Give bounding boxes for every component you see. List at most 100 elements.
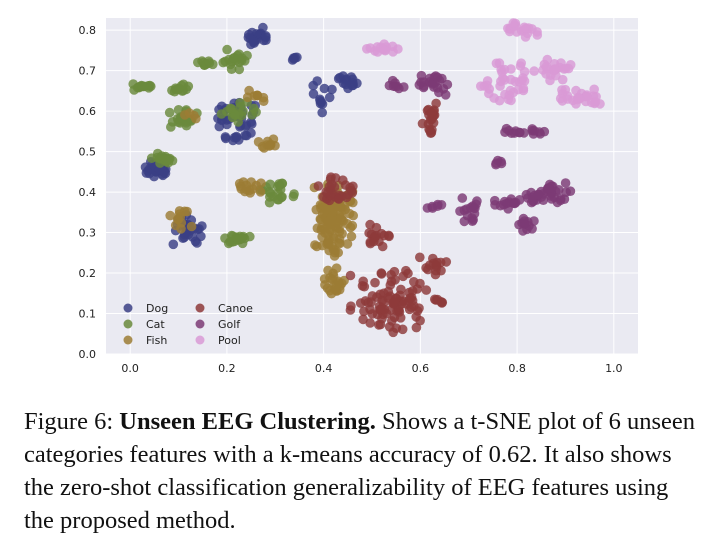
data-point xyxy=(149,171,159,182)
legend-label: Pool xyxy=(218,334,241,347)
data-point xyxy=(268,134,279,144)
legend-label: Fish xyxy=(146,334,167,347)
data-point xyxy=(370,277,380,288)
figure-caption: Figure 6: Unseen EEG Clustering. Shows a… xyxy=(24,405,704,537)
data-point xyxy=(261,31,271,41)
data-point xyxy=(545,179,555,190)
data-point xyxy=(187,232,198,242)
data-point xyxy=(355,298,366,308)
data-point xyxy=(275,184,286,195)
data-point xyxy=(560,178,571,188)
data-point xyxy=(549,59,560,69)
y-tick-label: 0.4 xyxy=(79,186,97,199)
data-point xyxy=(330,173,341,183)
data-point xyxy=(482,76,493,86)
tick-labels: 0.0 0.2 0.4 0.6 0.8 1.0 0.0 0.1 0.2 0.3 0.4 0.5 0.6 0… xyxy=(79,24,623,375)
data-point xyxy=(508,18,519,28)
data-point xyxy=(313,181,324,191)
data-point xyxy=(234,64,245,75)
data-point xyxy=(173,214,183,224)
data-point xyxy=(551,186,561,197)
data-point xyxy=(193,57,203,68)
y-tick-label: 0.8 xyxy=(79,24,97,37)
data-point xyxy=(184,108,195,118)
data-point xyxy=(342,219,353,229)
y-tick-label: 0.3 xyxy=(79,227,97,240)
x-tick-label: 0.2 xyxy=(218,362,236,375)
data-point xyxy=(328,271,339,282)
data-point xyxy=(245,231,255,242)
data-point xyxy=(322,283,333,293)
data-point xyxy=(510,197,521,208)
legend-marker xyxy=(195,303,205,313)
data-point xyxy=(220,132,231,142)
data-point xyxy=(364,228,374,238)
data-point xyxy=(414,303,424,314)
data-point xyxy=(431,265,441,276)
data-point xyxy=(216,109,227,119)
data-point xyxy=(330,284,340,295)
data-point xyxy=(541,61,552,72)
data-point xyxy=(506,64,516,74)
x-tick-label: 0.8 xyxy=(508,362,526,375)
data-point xyxy=(324,92,335,103)
data-point xyxy=(405,293,415,303)
data-point xyxy=(527,124,537,134)
data-point xyxy=(491,58,502,69)
data-point xyxy=(476,81,486,91)
data-point xyxy=(441,257,452,267)
data-point xyxy=(182,206,192,217)
data-point xyxy=(345,270,356,281)
data-point xyxy=(395,313,406,323)
legend-marker xyxy=(123,319,133,329)
data-point xyxy=(222,44,232,55)
data-point xyxy=(549,65,560,76)
legend-marker xyxy=(195,319,205,329)
data-point xyxy=(157,151,167,161)
caption-title: Unseen EEG Clustering. xyxy=(119,408,376,435)
series-golf xyxy=(384,70,576,236)
data-point xyxy=(367,309,378,319)
data-point xyxy=(437,298,447,308)
data-point xyxy=(518,213,529,224)
data-point xyxy=(386,276,397,287)
data-point xyxy=(229,53,240,63)
data-point xyxy=(568,95,578,106)
data-point xyxy=(327,84,337,95)
data-point xyxy=(379,304,390,315)
data-point xyxy=(393,305,404,316)
data-point xyxy=(415,252,425,263)
data-point xyxy=(324,235,334,245)
data-point xyxy=(369,236,379,247)
data-point xyxy=(342,239,353,249)
data-point xyxy=(496,76,506,87)
data-point xyxy=(515,127,525,138)
data-point xyxy=(321,204,331,215)
data-point xyxy=(416,70,427,81)
data-point xyxy=(246,177,256,187)
data-point xyxy=(287,55,298,65)
data-point xyxy=(249,37,259,47)
data-point xyxy=(390,297,400,307)
data-point xyxy=(462,210,473,221)
data-point xyxy=(244,29,254,40)
data-point xyxy=(371,222,382,233)
data-point xyxy=(379,288,389,299)
data-point xyxy=(589,84,599,95)
data-point xyxy=(417,118,428,129)
data-point xyxy=(242,50,252,61)
data-point xyxy=(257,141,268,152)
data-point xyxy=(316,97,327,107)
data-point xyxy=(240,186,250,197)
data-point xyxy=(412,284,423,294)
data-point xyxy=(519,76,530,86)
data-point xyxy=(419,81,429,91)
data-point xyxy=(139,81,149,92)
legend-marker xyxy=(123,303,133,313)
legend-label: Canoe xyxy=(218,302,253,315)
data-point xyxy=(341,79,351,90)
data-point xyxy=(590,97,601,107)
y-tick-label: 0.1 xyxy=(79,308,97,321)
data-point xyxy=(388,327,399,338)
data-point xyxy=(344,208,355,219)
